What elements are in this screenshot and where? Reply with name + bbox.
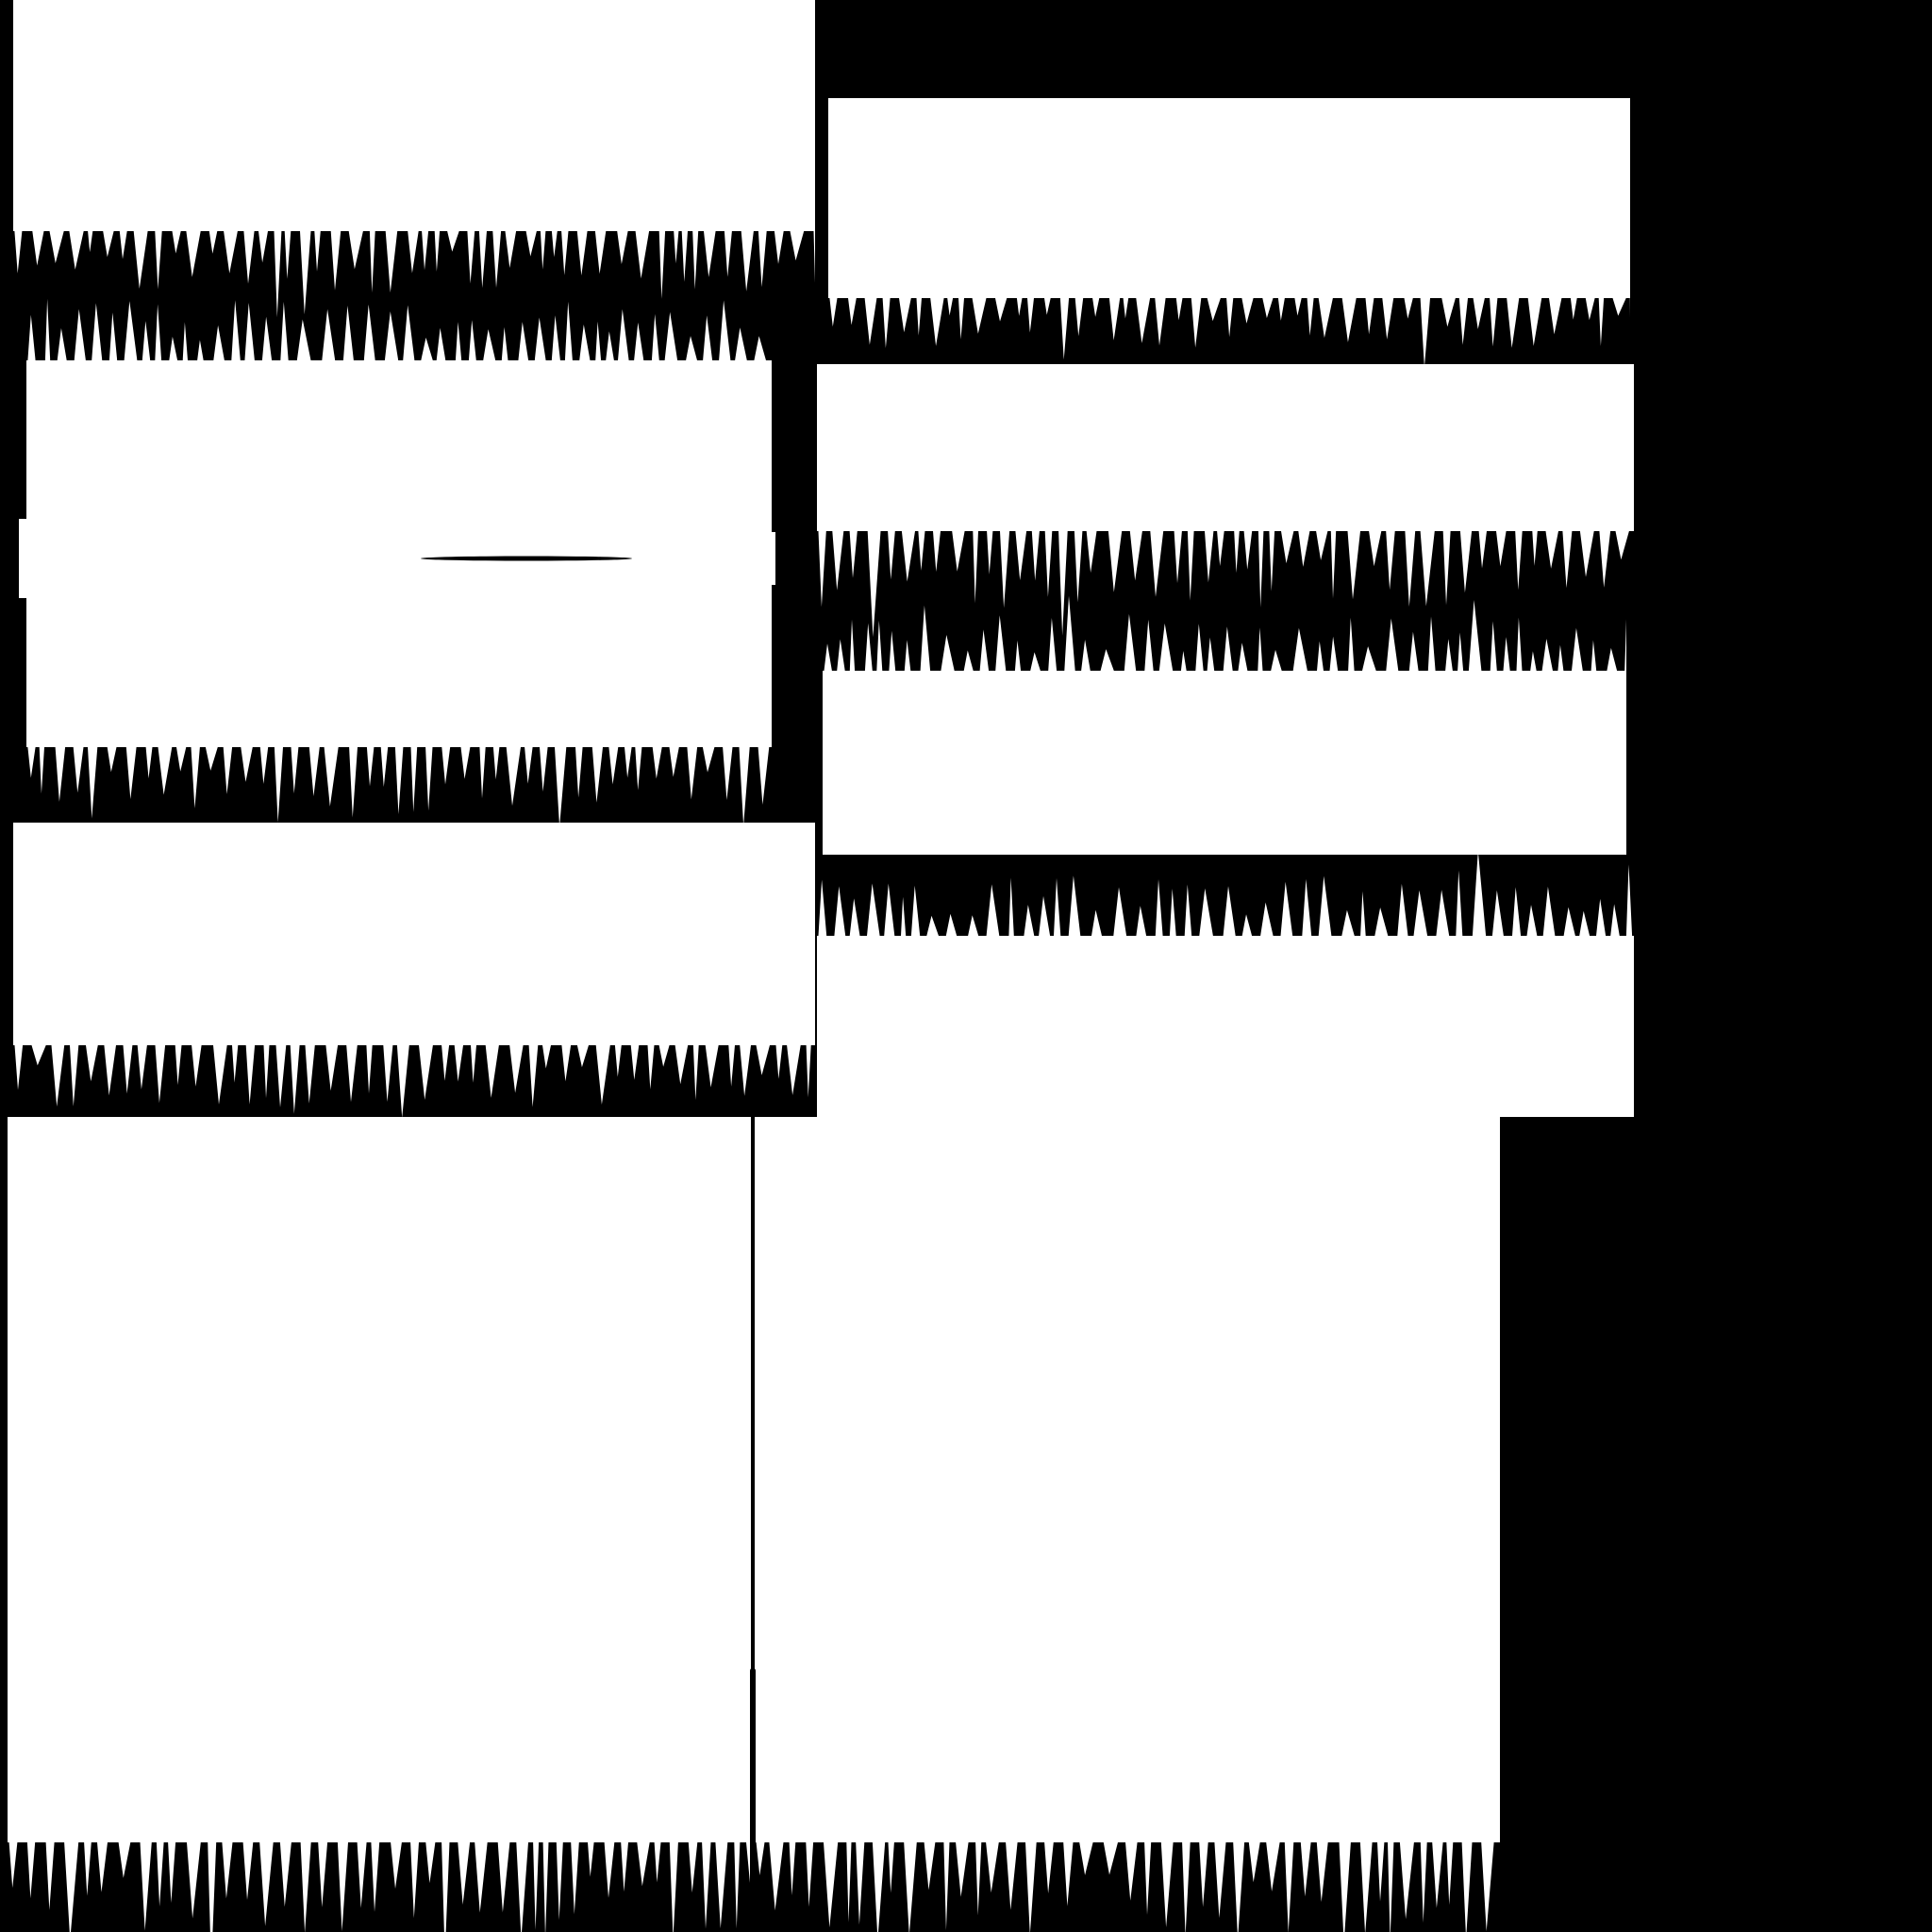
panel-large-right-bottom-grass bbox=[755, 1117, 1500, 1932]
panel-grass-bottom-e bbox=[13, 823, 815, 1118]
panel-grass-bottom-a bbox=[13, 0, 815, 318]
panel-layer bbox=[8, 0, 1634, 1932]
panel-grass-bottom-b bbox=[828, 98, 1630, 368]
right-notch-bar bbox=[770, 532, 775, 585]
left-notch-bar bbox=[19, 519, 28, 598]
detail-layer bbox=[19, 519, 775, 1932]
panel-grass-bottom-c bbox=[817, 364, 1634, 638]
spindle-mark bbox=[421, 556, 632, 561]
panel-grass-top-d bbox=[823, 595, 1626, 855]
panel-grass-top-f bbox=[817, 850, 1634, 1117]
panel-large-left-bottom-grass bbox=[8, 1117, 751, 1932]
panel-grass-top-bottom-with-gap bbox=[26, 298, 772, 827]
bottom-divider bbox=[750, 1668, 756, 1932]
